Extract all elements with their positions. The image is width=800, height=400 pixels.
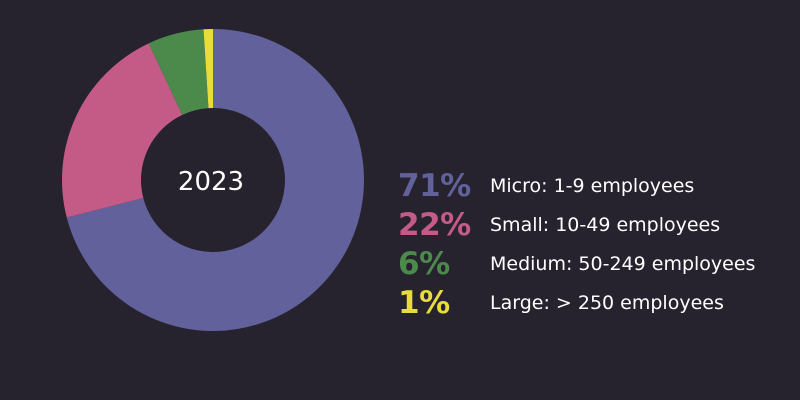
legend-label: Small: 10-49 employees (490, 214, 721, 236)
slice-micro (66, 29, 364, 331)
legend-percent: 71% (398, 168, 471, 204)
legend-label: Medium: 50-249 employees (490, 253, 756, 275)
slice-medium (148, 29, 209, 115)
center-year-label: 2023 (178, 167, 244, 197)
legend-item-micro: 71% Micro: 1-9 employees (398, 166, 798, 206)
legend-item-large: 1% Large: > 250 employees (398, 283, 798, 323)
donut-slices (61, 29, 364, 331)
legend-item-medium: 6% Medium: 50-249 employees (398, 244, 798, 284)
legend-percent: 22% (398, 207, 471, 243)
legend: 71% Micro: 1-9 employees 22% Small: 10-4… (398, 166, 798, 322)
slice-small (61, 43, 183, 218)
legend-percent: 1% (398, 285, 450, 321)
slice-large (203, 29, 213, 109)
legend-label: Micro: 1-9 employees (490, 175, 695, 197)
donut-chart: 2023 (61, 29, 364, 331)
legend-item-small: 22% Small: 10-49 employees (398, 205, 798, 245)
legend-label: Large: > 250 employees (490, 292, 724, 314)
legend-percent: 6% (398, 246, 450, 282)
